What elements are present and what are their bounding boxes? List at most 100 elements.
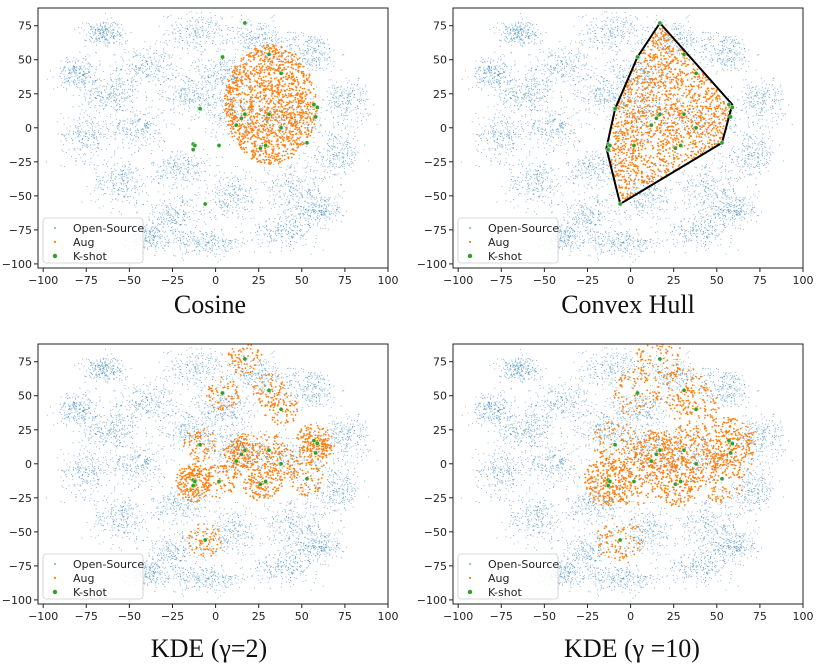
open-source-point [99, 84, 101, 86]
open-source-point [156, 170, 158, 172]
open-source-point [135, 181, 137, 183]
open-source-point [199, 194, 201, 196]
open-source-point [237, 41, 239, 43]
open-source-point [286, 223, 288, 226]
open-source-point [176, 154, 178, 156]
open-source-point [65, 78, 67, 80]
open-source-point [112, 95, 114, 97]
open-source-point [199, 241, 201, 243]
open-source-point [134, 113, 136, 115]
open-source-point [210, 235, 212, 237]
open-source-point [298, 203, 300, 205]
open-source-point [202, 34, 204, 36]
open-source-point [204, 104, 206, 106]
open-source-point [285, 175, 287, 177]
open-source-point [209, 216, 211, 218]
open-source-point [92, 134, 94, 137]
open-source-point [123, 90, 125, 92]
open-source-point [145, 145, 147, 147]
open-source-point [132, 119, 134, 122]
open-source-point [210, 21, 212, 23]
open-source-point [187, 236, 190, 238]
open-source-point [127, 133, 129, 136]
open-source-point [213, 71, 215, 73]
open-source-point [219, 69, 221, 72]
open-source-point [77, 77, 79, 79]
open-source-point [337, 98, 339, 100]
open-source-point [161, 56, 163, 59]
open-source-point [190, 232, 192, 234]
open-source-point [172, 32, 174, 34]
open-source-point [130, 100, 132, 102]
open-source-point [81, 81, 83, 83]
open-source-point [183, 88, 185, 90]
open-source-point [266, 37, 268, 39]
open-source-point [94, 81, 97, 83]
open-source-point [332, 122, 334, 124]
open-source-point [123, 129, 125, 131]
open-source-point [175, 91, 177, 93]
open-source-point [119, 173, 121, 176]
open-source-point [376, 123, 378, 125]
open-source-point [227, 251, 229, 253]
open-source-point [168, 217, 170, 219]
open-source-point [153, 76, 155, 78]
open-source-point [353, 83, 355, 86]
open-source-point [287, 45, 289, 47]
open-source-point [186, 36, 188, 38]
open-source-point [291, 236, 293, 238]
open-source-point [112, 179, 114, 181]
open-source-point [354, 160, 356, 162]
open-source-point [207, 90, 209, 92]
open-source-point [226, 212, 228, 214]
open-source-point [173, 28, 175, 30]
open-source-point [99, 78, 101, 80]
open-source-point [324, 176, 326, 178]
open-source-point [313, 95, 315, 97]
open-source-point [116, 98, 118, 100]
open-source-point [163, 57, 165, 60]
open-source-point [289, 47, 291, 49]
open-source-point [139, 110, 141, 112]
open-source-point [174, 228, 176, 230]
open-source-point [148, 219, 150, 221]
open-source-point [296, 233, 298, 235]
open-source-point [176, 187, 178, 189]
open-source-point [184, 246, 186, 248]
open-source-point [112, 81, 114, 83]
open-source-point [167, 63, 169, 65]
open-source-point [107, 174, 109, 176]
open-source-point [211, 230, 213, 233]
open-source-point [176, 167, 178, 169]
open-source-point [174, 37, 176, 39]
open-source-point [63, 67, 65, 69]
open-source-point [92, 80, 94, 82]
open-source-point [63, 135, 65, 137]
open-source-point [275, 114, 277, 116]
open-source-point [310, 253, 312, 255]
open-source-point [221, 80, 223, 82]
open-source-point [148, 121, 151, 123]
open-source-point [175, 69, 177, 72]
open-source-point [128, 147, 130, 149]
open-source-point [185, 213, 187, 215]
open-source-point [163, 140, 165, 142]
open-source-point [83, 112, 85, 114]
open-source-point [129, 64, 131, 66]
open-source-point [306, 192, 309, 194]
open-source-point [173, 124, 175, 126]
open-source-point [274, 238, 276, 240]
open-source-point [214, 191, 217, 193]
open-source-point [315, 128, 317, 130]
open-source-point [308, 63, 310, 65]
open-source-point [195, 33, 197, 35]
open-source-point [121, 77, 123, 79]
open-source-point [195, 100, 197, 103]
open-source-point [146, 126, 149, 128]
open-source-point [188, 92, 190, 94]
open-source-point [123, 197, 125, 199]
open-source-point [221, 101, 223, 103]
open-source-point [126, 200, 128, 202]
open-source-point [97, 144, 99, 146]
open-source-point [316, 149, 318, 151]
